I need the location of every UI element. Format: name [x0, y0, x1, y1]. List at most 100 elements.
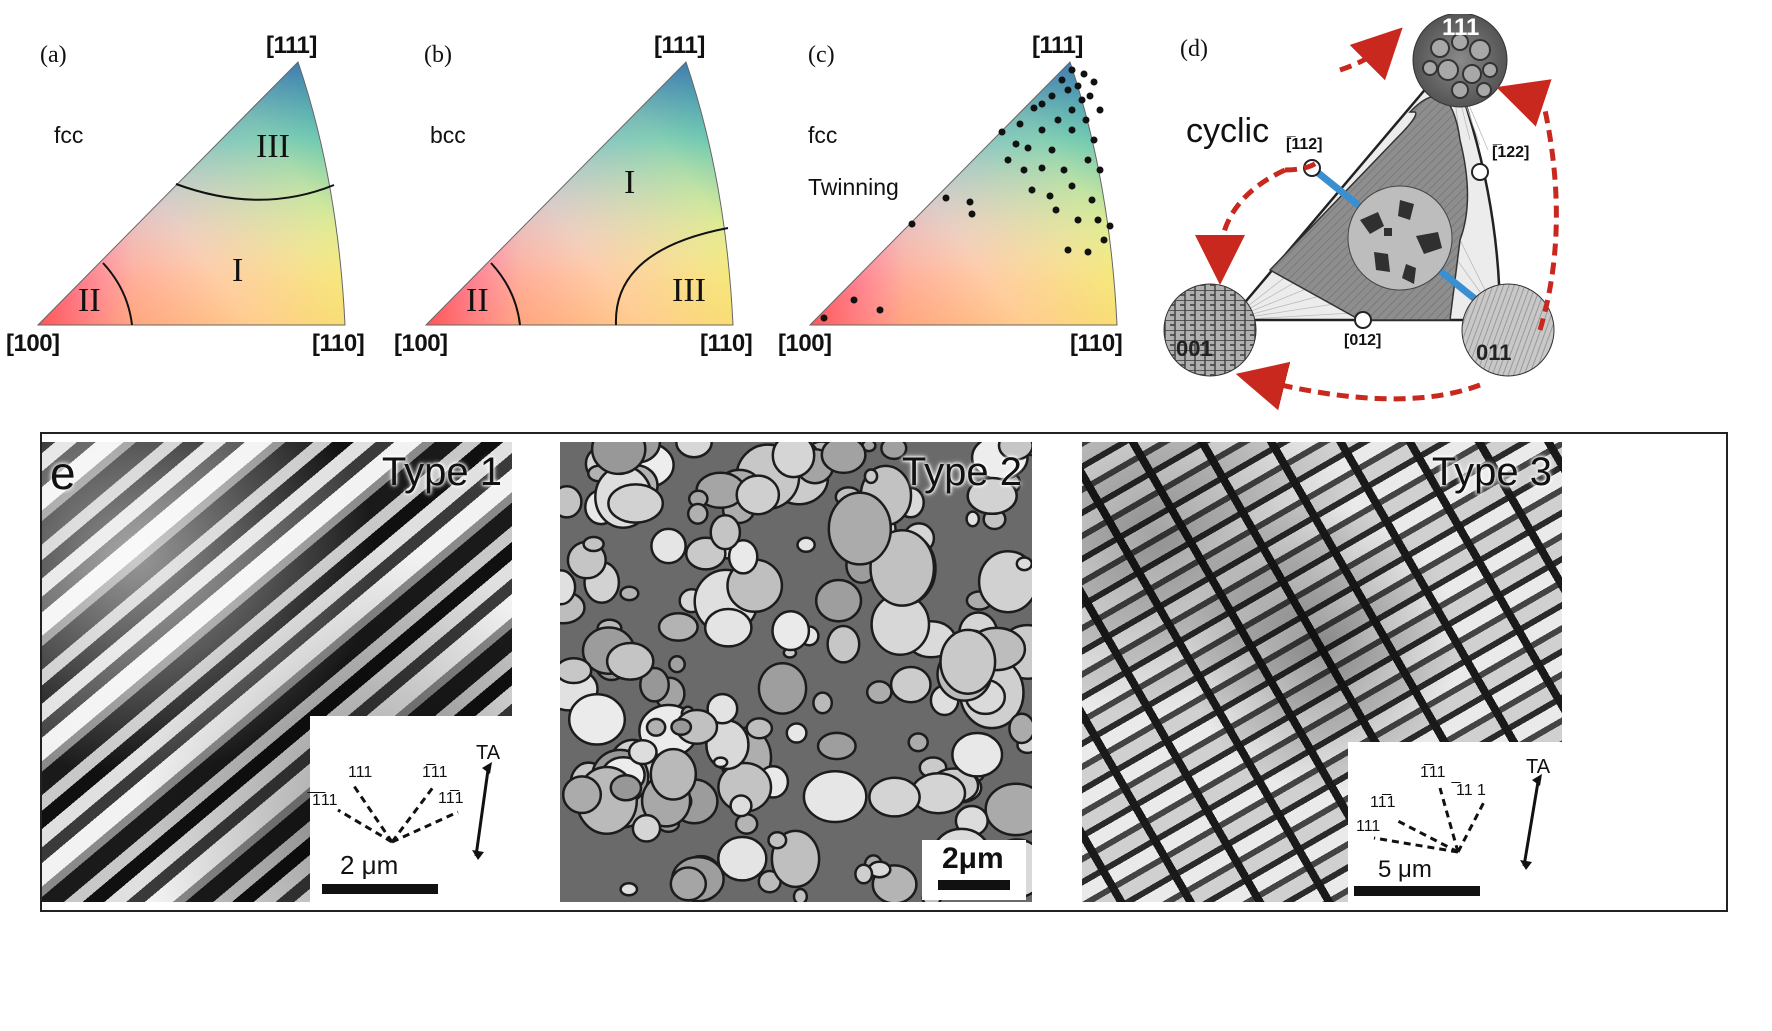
cyclic-title: cyclic — [1186, 112, 1270, 150]
cell — [619, 585, 640, 602]
corner-011-micrograph — [1461, 283, 1555, 377]
cell — [668, 655, 686, 674]
cell — [709, 514, 742, 551]
cell — [561, 775, 603, 815]
orientation-point — [998, 128, 1006, 136]
inset-direction-label: 1̅11 — [1420, 764, 1446, 781]
corner-100: [100] — [6, 330, 60, 357]
cycle-arrows — [1195, 27, 1559, 411]
orientation-point — [1068, 66, 1076, 74]
orientation-point — [1096, 106, 1104, 114]
panel-label: e — [50, 447, 76, 499]
inset-axis-label: TA — [1526, 756, 1551, 778]
scale-bar-label: 2μm — [942, 842, 1004, 875]
corner-110: [110] — [700, 330, 753, 357]
orientation-point — [1086, 92, 1094, 100]
pole-122-marker — [1471, 163, 1489, 181]
cell — [605, 641, 655, 681]
cyclic-diagram — [1163, 12, 1559, 411]
cell — [675, 442, 713, 459]
cell — [827, 491, 893, 566]
lattice-label: fcc — [54, 122, 84, 148]
corner-111: [111] — [654, 32, 705, 59]
cell — [767, 830, 788, 850]
orientation-point — [1012, 140, 1020, 148]
orientation-point — [1058, 76, 1066, 84]
scale-bar — [938, 880, 1010, 890]
pole-112-label: [̅112] — [1286, 136, 1323, 153]
region-label: I — [232, 252, 244, 289]
orientation-point — [1038, 100, 1046, 108]
cell — [863, 468, 879, 485]
cell — [966, 476, 1018, 516]
inset-direction-label: ̅1̅11 — [312, 792, 338, 809]
orientation-point — [1016, 120, 1024, 128]
orientation-point — [1020, 166, 1028, 174]
cell-structure — [560, 442, 1032, 902]
panel-b: (b) bcc [111] [100] [110] I III II — [388, 0, 768, 400]
ipf-triangle-a — [36, 61, 346, 326]
pole-122-label: [̅122] — [1492, 144, 1530, 161]
orientation-point — [1030, 104, 1038, 112]
orientation-point — [1046, 192, 1054, 200]
orientation-point — [1106, 222, 1114, 230]
direction-inset — [1354, 774, 1542, 896]
cell — [670, 717, 693, 737]
panel-label: (b) — [424, 42, 452, 68]
cell — [712, 756, 729, 769]
inset-direction-label: 111 — [348, 764, 373, 781]
ipf-triangle-c — [808, 61, 1118, 326]
twinning-label: Twinning — [808, 174, 899, 200]
corner-111-text: 111 — [1442, 14, 1480, 41]
cell — [868, 776, 921, 818]
orientation-point — [1024, 144, 1032, 152]
cell — [631, 813, 662, 843]
cell — [627, 738, 658, 766]
panel-e-frame — [40, 432, 1728, 912]
panel-label: (d) — [1180, 36, 1208, 62]
cell — [814, 578, 863, 623]
orientation-point — [1074, 82, 1082, 90]
panel-label: (a) — [40, 42, 67, 68]
cell — [686, 502, 709, 525]
cell — [880, 442, 908, 461]
corner-111-label: 111 — [1442, 14, 1479, 42]
orientation-point — [1068, 106, 1076, 114]
orientation-point — [1060, 166, 1068, 174]
cell — [951, 731, 1004, 778]
orientation-point — [1090, 78, 1098, 86]
cell — [650, 527, 687, 565]
orientation-point — [1038, 164, 1046, 172]
cell — [997, 442, 1032, 461]
cell — [854, 863, 874, 885]
inset-box: 1̅11 ̅11 1 111 11̅1 TA 5 μm — [1348, 742, 1562, 902]
cell — [745, 717, 774, 740]
cell — [727, 538, 759, 575]
orientation-point — [1096, 166, 1104, 174]
lattice-label: bcc — [430, 122, 466, 148]
cell — [812, 691, 834, 715]
corner-100: [100] — [778, 330, 832, 357]
cell — [820, 442, 867, 475]
orientation-point — [1068, 182, 1076, 190]
inset-axis-label: TA — [476, 742, 501, 764]
region-label: II — [466, 282, 489, 319]
orientation-point — [1052, 206, 1060, 214]
cell — [560, 569, 577, 606]
cell — [889, 665, 932, 704]
twinning-orientation-points — [820, 66, 1114, 322]
cell — [639, 666, 670, 703]
cell — [792, 887, 809, 902]
cell — [939, 628, 997, 695]
tem-image-type-3: Type 3 1̅11 ̅11 1 111 11̅1 TA 5 μm — [1082, 442, 1562, 902]
orientation-point — [1082, 116, 1090, 124]
orientation-point — [1028, 186, 1036, 194]
cell — [590, 442, 647, 476]
orientation-point — [1068, 126, 1076, 134]
inset-box: 111 ̅1̅11 1̅11 11̅1 TA 2 μm — [310, 716, 512, 902]
corner-011-label: 011 — [1476, 340, 1512, 365]
orientation-point — [968, 210, 976, 218]
corner-110: [110] — [312, 330, 365, 357]
tem-image-type-2: Type 2 2μm — [560, 442, 1032, 902]
orientation-point — [1074, 216, 1082, 224]
